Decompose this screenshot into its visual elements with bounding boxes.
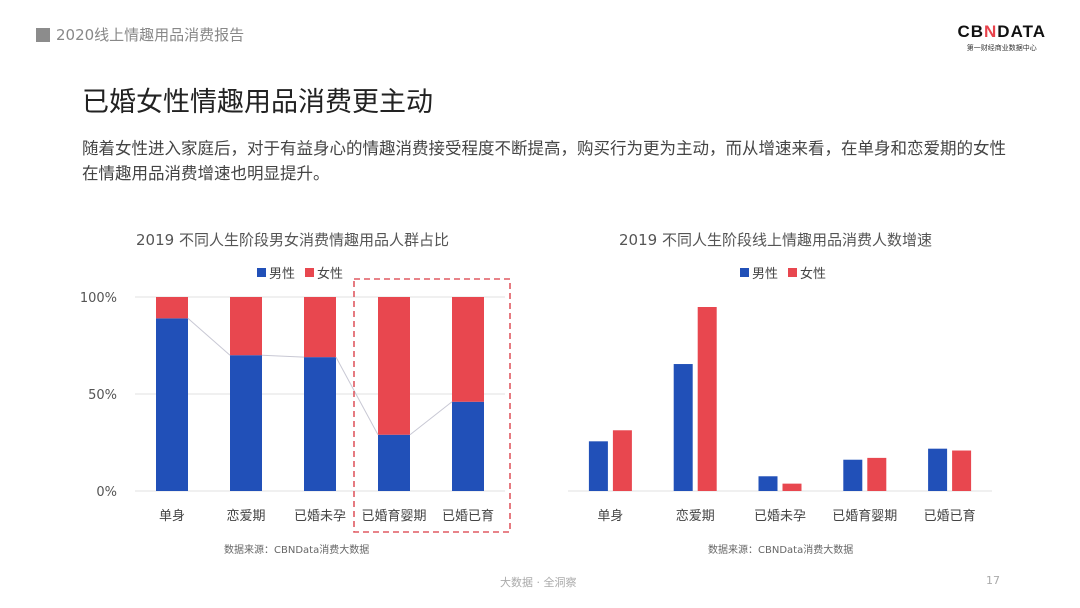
bar-female: [452, 297, 484, 402]
y-tick-label: 50%: [88, 388, 117, 403]
bar-female: [378, 297, 410, 435]
cbndata-logo: CBNDATA 第一财经商业数据中心: [957, 22, 1046, 53]
legend-label-male: 男性: [752, 267, 779, 282]
legend-swatch-male: [257, 268, 266, 277]
chart2-legend: 男性 女性: [740, 263, 826, 282]
legend-swatch-male: [740, 268, 749, 277]
chart2-source: 数据来源：CBNData消费大数据: [708, 545, 854, 556]
logo-mark: CBNDATA: [957, 22, 1046, 41]
page-number: 17: [986, 574, 1000, 587]
x-tick-label: 已婚育婴期: [361, 508, 426, 524]
bar-male: [156, 318, 188, 491]
chart1-legend: 男性 女性: [257, 263, 343, 282]
legend-label-female: 女性: [317, 267, 344, 282]
x-tick-label: 恋爱期: [226, 508, 265, 524]
header-square-icon: [36, 27, 50, 42]
x-tick-label: 已婚未孕: [294, 509, 346, 524]
slide-title: 已婚女性情趣用品消费更主动: [82, 87, 433, 118]
bar-male: [452, 401, 484, 491]
bar-male: [304, 357, 336, 491]
bar-female: [230, 297, 262, 356]
legend-swatch-female: [788, 268, 798, 277]
legend-female: 女性: [305, 263, 343, 282]
report-header: 2020线上情趣用品消费报告: [36, 24, 244, 45]
y-tick-label: 100%: [80, 291, 117, 306]
x-tick-label: 已婚已育: [442, 508, 494, 524]
chart2-title: 2019 不同人生阶段线上情趣用品消费人数增速: [619, 231, 932, 249]
logo-tagline: 第一财经商业数据中心: [966, 44, 1037, 52]
bar-male: [230, 355, 262, 491]
legend-label-male: 男性: [269, 267, 296, 282]
y-tick-label: 0%: [96, 485, 117, 500]
legend-male: 男性: [740, 263, 778, 282]
legend-swatch-female: [305, 268, 315, 277]
bar-male: [378, 434, 410, 491]
highlight-box: [353, 278, 511, 533]
connector-line: [187, 317, 453, 436]
bar-female: [156, 297, 188, 319]
x-tick-label: 单身: [159, 508, 185, 524]
legend-label-female: 女性: [800, 267, 827, 282]
legend-female: 女性: [788, 263, 826, 282]
footer-slogan: 大数据 · 全洞察: [500, 576, 577, 589]
chart1-title: 2019 不同人生阶段男女消费情趣用品人群占比: [136, 231, 449, 249]
slide-description: 随着女性进入家庭后，对于有益身心的情趣消费接受程度不断提高，购买行为更为主动，而…: [82, 139, 1006, 183]
legend-male: 男性: [257, 263, 295, 282]
report-title: 2020线上情趣用品消费报告: [56, 26, 245, 44]
bar-female: [304, 297, 336, 358]
chart1-source: 数据来源：CBNData消费大数据: [224, 545, 370, 556]
